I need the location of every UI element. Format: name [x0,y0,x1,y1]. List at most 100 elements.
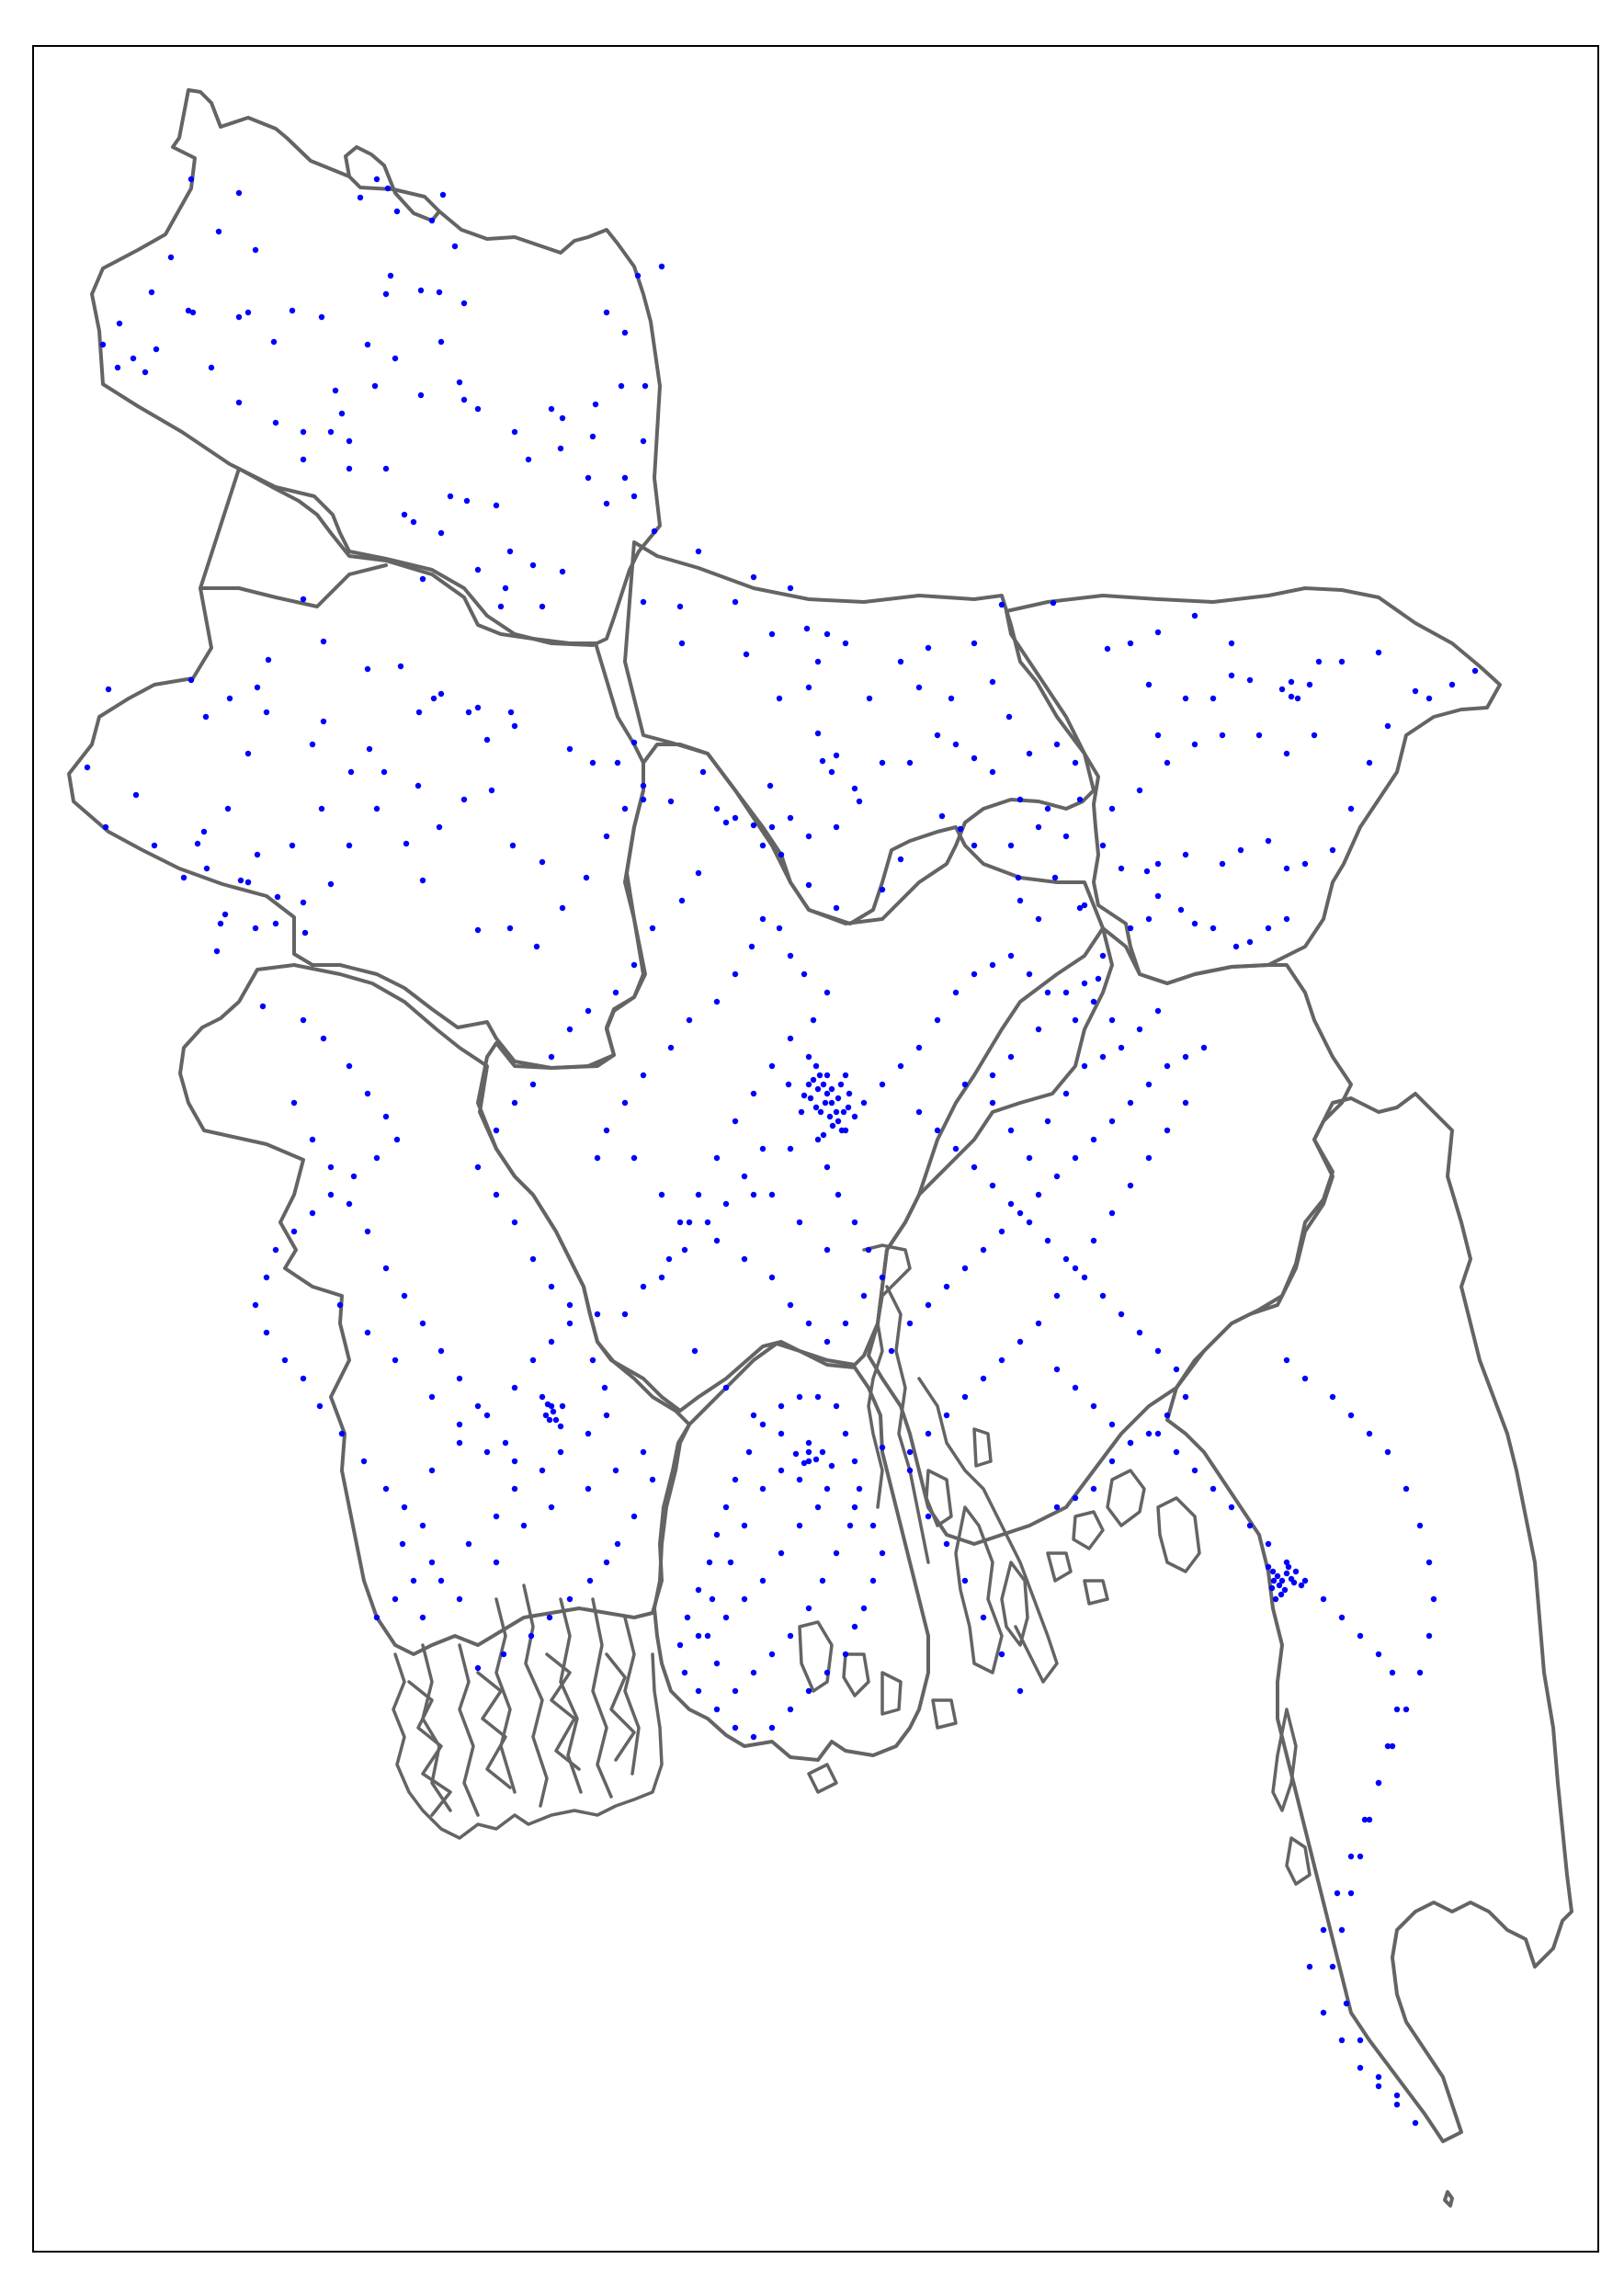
location-point [1007,952,1015,959]
location-point [252,1301,259,1309]
location-point [828,1462,835,1470]
location-point [915,684,923,691]
location-point [814,1085,822,1093]
location-point [1301,860,1309,868]
location-point [546,1614,553,1621]
location-point [826,1113,834,1120]
location-point [722,1614,730,1621]
location-point [1403,1706,1410,1713]
location-point [428,1393,436,1401]
location-point [346,1200,353,1208]
location-point [828,1085,835,1093]
location-point [1072,1154,1079,1162]
location-point [488,787,495,794]
division-boundaries [67,88,1573,2208]
location-point [511,1219,518,1226]
location-point [695,869,702,877]
location-point [750,573,757,581]
location-point [989,1182,996,1189]
location-point [948,695,955,702]
location-point [1051,874,1059,881]
location-point [906,759,914,766]
location-point [1090,998,1097,1005]
location-point [897,856,904,863]
location-point [642,382,649,390]
location-point [474,1164,482,1171]
location-point [511,1485,518,1493]
location-point [842,1430,849,1437]
location-point [1099,1053,1107,1061]
location-point [180,874,187,881]
location-point [805,881,812,889]
location-point [1173,1366,1180,1373]
location-point [630,1513,638,1520]
location-point [397,663,404,670]
location-point [1311,732,1318,739]
location-point [833,1108,840,1116]
location-point [589,433,596,440]
location-point [1265,837,1272,845]
location-point [436,823,443,831]
location-point [1108,1209,1116,1217]
location-point [474,566,482,573]
location-point [539,858,546,866]
location-point [114,364,121,371]
location-point [585,1430,592,1437]
location-point [634,272,642,279]
location-point [722,1384,730,1391]
location-point [1016,1687,1024,1695]
location-point [1338,1926,1346,1934]
location-point [559,414,566,422]
location-point [1237,846,1244,854]
location-point [493,1127,500,1134]
location-point [460,300,468,307]
location-point [879,1274,886,1281]
location-point [338,1430,346,1437]
location-point [439,191,447,199]
location-point [805,1439,812,1447]
location-point [713,1154,721,1162]
location-point [1338,1614,1346,1621]
location-point [1329,1963,1336,1970]
location-point [938,812,946,820]
location-point [142,369,149,376]
location-point [812,1104,820,1111]
region-outline-chittagong-south [1165,1092,1573,2143]
location-point [1343,2000,1350,2007]
location-point [511,428,518,436]
location-point [1154,1430,1162,1437]
location-point [651,528,658,535]
location-point [1228,640,1235,647]
location-point [805,684,812,691]
location-point [430,695,437,702]
location-point [167,254,175,261]
location-point [318,805,325,812]
location-point [309,741,316,748]
location-point [1164,1062,1171,1070]
location-point [1448,681,1456,688]
location-point [667,1044,675,1051]
location-point [387,272,394,279]
location-point [1288,693,1295,700]
location-point [743,651,750,658]
location-point [272,1246,279,1254]
plot-frame [32,45,1599,2253]
location-point [506,925,514,932]
location-point [507,709,515,716]
location-point [301,929,309,936]
location-point [814,1504,822,1511]
location-point [759,915,767,923]
location-point [557,445,564,452]
region-outline-chittagong [867,926,1353,1546]
location-point [1118,865,1125,872]
location-point [1285,1563,1292,1571]
location-point [1136,787,1143,794]
location-point [732,1118,739,1125]
location-point [828,1099,835,1107]
location-point [1430,1595,1437,1603]
location-point [621,474,629,482]
location-point [1283,915,1290,923]
location-point [235,189,243,197]
location-point [603,309,610,316]
location-point [1154,1347,1162,1355]
